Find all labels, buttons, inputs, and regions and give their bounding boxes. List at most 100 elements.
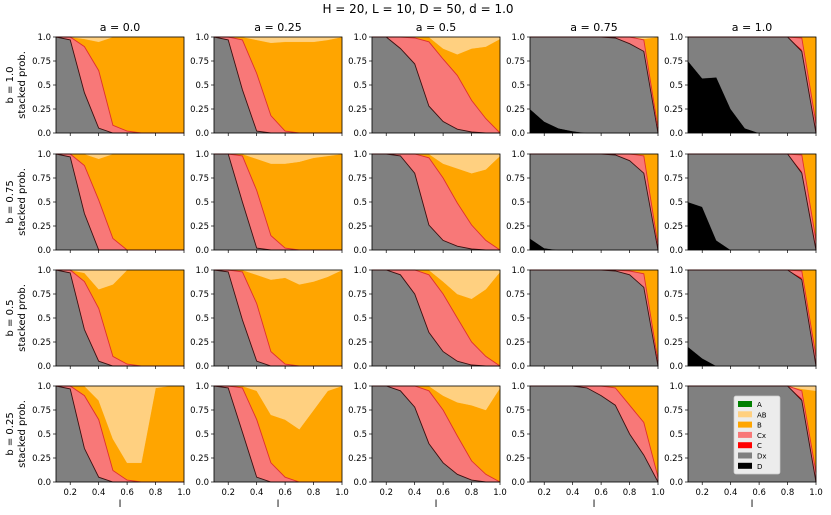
ytick-label: 0.75: [190, 290, 209, 300]
xtick-label: 0.8: [307, 488, 321, 498]
ytick-label: 0.0: [669, 362, 683, 372]
ytick-label: 0.0: [511, 246, 525, 256]
ytick-label: 1.0: [37, 266, 51, 276]
ytick-label: 0.5: [669, 430, 683, 440]
legend-label-a: A: [757, 401, 762, 409]
panel-r1-c4: 0.0 0.25 0.5 0.75 1.0: [664, 150, 817, 256]
row-label: b = 0.5: [5, 300, 16, 337]
ytick-label: 0.0: [37, 129, 51, 139]
ytick-label: 0.5: [195, 430, 209, 440]
ytick-label: 0.75: [348, 174, 367, 184]
boundary-dx-r3-c2: [372, 385, 500, 483]
legend-swatch-ab: [738, 411, 752, 418]
ytick-label: 0.25: [32, 454, 51, 464]
column-title: a = 0.5: [416, 21, 456, 34]
legend-swatch-dx: [738, 452, 752, 459]
xtick-label: 0.4: [250, 488, 264, 498]
legend-swatch-b: [738, 421, 752, 428]
legend-label-c: C: [757, 442, 762, 450]
ytick-label: 0.5: [37, 81, 51, 91]
ytick-label: 1.0: [511, 33, 525, 43]
row-label: b = 0.25: [5, 412, 16, 455]
panel-r2-c2: 0.0 0.25 0.5 0.75 1.0: [348, 266, 501, 372]
ytick-label: 0.25: [348, 222, 367, 232]
panel-r0-c0: 0.0 0.25 0.5 0.75 1.0 a = 0.0 b = 1.0 stacked p…: [5, 21, 185, 139]
ytick-label: 0.5: [353, 198, 367, 208]
ytick-label: 0.25: [32, 222, 51, 232]
ylabel: stacked prob.: [17, 168, 28, 236]
legend-label-dx: Dx: [757, 453, 767, 461]
panel-r1-c2: 0.0 0.25 0.5 0.75 1.0: [348, 150, 501, 256]
panel-r0-c3: 0.0 0.25 0.5 0.75 1.0 a = 0.75: [506, 21, 659, 139]
panel-r3-c1: 0.0 0.25 0.5 0.75 1.0 0.2 0.4 0.6 0.8 1.0 l: [190, 382, 349, 510]
ytick-label: 0.75: [32, 174, 51, 184]
ytick-label: 0.75: [190, 406, 209, 416]
ytick-label: 0.5: [353, 314, 367, 324]
column-title: a = 0.75: [570, 21, 617, 34]
ytick-label: 1.0: [353, 382, 367, 392]
ytick-label: 0.25: [506, 222, 525, 232]
ytick-label: 0.75: [32, 57, 51, 67]
panel-r3-c2: 0.0 0.25 0.5 0.75 1.0 0.2 0.4 0.6 0.8 1.0 l: [348, 382, 507, 510]
panel-r2-c4: 0.0 0.25 0.5 0.75 1.0: [664, 266, 817, 372]
ylabel: stacked prob.: [17, 51, 28, 119]
ytick-label: 0.25: [506, 454, 525, 464]
legend-swatch-c: [738, 442, 752, 449]
ytick-label: 0.0: [669, 478, 683, 488]
ytick-label: 0.25: [664, 454, 683, 464]
xlabel: l: [593, 499, 596, 510]
panel-r0-c2: 0.0 0.25 0.5 0.75 1.0 a = 0.5: [348, 21, 501, 139]
ytick-label: 1.0: [669, 382, 683, 392]
area-dx-r0-c3: [529, 36, 659, 134]
xtick-label: 0.8: [781, 488, 795, 498]
ytick-label: 0.0: [353, 246, 367, 256]
ytick-label: 0.5: [669, 314, 683, 324]
xtick-label: 0.2: [379, 488, 393, 498]
ytick-label: 0.75: [506, 174, 525, 184]
column-title: a = 0.25: [254, 21, 301, 34]
column-title: a = 0.0: [100, 21, 140, 34]
xlabel: l: [277, 499, 280, 510]
ytick-label: 0.25: [32, 105, 51, 115]
xlabel: l: [751, 499, 754, 510]
ytick-label: 0.0: [195, 129, 209, 139]
panel-r1-c3: 0.0 0.25 0.5 0.75 1.0: [506, 150, 659, 256]
xtick-label: 0.2: [537, 488, 551, 498]
ytick-label: 0.0: [195, 478, 209, 488]
ytick-label: 1.0: [195, 382, 209, 392]
legend: A AB B Cx C Dx D: [733, 395, 781, 475]
xtick-label: 0.8: [149, 488, 163, 498]
xtick-label: 0.6: [120, 488, 134, 498]
ytick-label: 0.25: [190, 454, 209, 464]
ytick-label: 0.5: [37, 198, 51, 208]
ytick-label: 0.0: [511, 362, 525, 372]
ylabel: stacked prob.: [17, 284, 28, 352]
ytick-label: 0.25: [348, 105, 367, 115]
ytick-label: 1.0: [195, 33, 209, 43]
ytick-label: 0.75: [190, 57, 209, 67]
ytick-label: 0.75: [664, 406, 683, 416]
ytick-label: 0.25: [190, 105, 209, 115]
panel-r0-c4: 0.0 0.25 0.5 0.75 1.0 a = 1.0: [664, 21, 817, 139]
ytick-label: 0.25: [506, 105, 525, 115]
xtick-label: 0.8: [465, 488, 479, 498]
ytick-label: 1.0: [669, 266, 683, 276]
ytick-label: 0.75: [506, 57, 525, 67]
ytick-label: 0.5: [195, 314, 209, 324]
xtick-label: 1.0: [335, 488, 349, 498]
xtick-label: 1.0: [177, 488, 191, 498]
row-label: b = 1.0: [5, 67, 16, 104]
xtick-label: 0.4: [724, 488, 738, 498]
ytick-label: 0.25: [190, 222, 209, 232]
panel-grid: 0.00.250.50.751.0a = 0.0b = 1.0 stacked p…: [5, 21, 823, 510]
ytick-label: 0.75: [32, 290, 51, 300]
ytick-label: 0.5: [511, 314, 525, 324]
ytick-label: 0.0: [353, 362, 367, 372]
legend-label-b: B: [757, 422, 762, 430]
ytick-label: 0.0: [37, 246, 51, 256]
ytick-label: 0.25: [664, 105, 683, 115]
ytick-label: 0.0: [511, 478, 525, 488]
panel-r0-c1: 0.0 0.25 0.5 0.75 1.0 a = 0.25: [190, 21, 343, 139]
xtick-label: 1.0: [809, 488, 823, 498]
